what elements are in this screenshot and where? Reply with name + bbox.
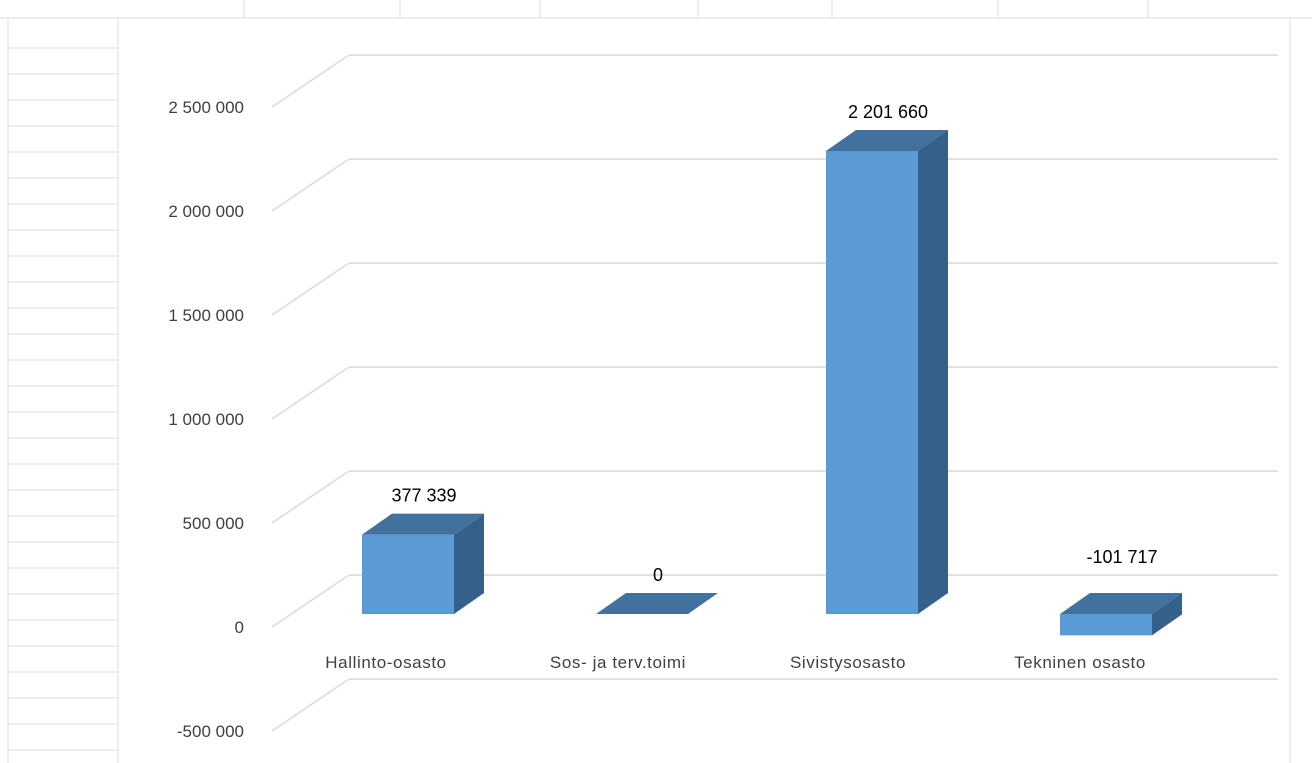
bar-top <box>826 130 948 151</box>
bars <box>362 130 1182 636</box>
data-label: 2 201 660 <box>848 102 928 122</box>
category-label: Sivistysosasto <box>790 653 906 672</box>
y-tick-label: 2 500 000 <box>168 98 244 117</box>
y-tick-label: 2 000 000 <box>168 202 244 221</box>
category-label: Hallinto-osasto <box>325 653 446 672</box>
bar-side <box>918 130 948 614</box>
data-labels: 377 339 0 2 201 660 -101 717 <box>391 102 1157 585</box>
y-tick-label: 1 500 000 <box>168 306 244 325</box>
gridline-diagonal <box>271 262 350 316</box>
bar-top <box>1060 593 1182 614</box>
bar-top <box>362 513 484 535</box>
bar-front <box>826 151 918 614</box>
gridline-diagonal <box>271 678 350 732</box>
gridline-diagonal <box>271 366 350 420</box>
category-label: Tekninen osasto <box>1014 653 1146 672</box>
y-tick-label: -500 000 <box>177 722 244 741</box>
data-label: -101 717 <box>1086 547 1157 567</box>
bar-front <box>1060 614 1152 636</box>
y-tick-label: 500 000 <box>183 514 244 533</box>
chart-gridlines <box>271 54 1278 732</box>
bar-side <box>454 513 484 614</box>
gridline-diagonal <box>271 574 350 628</box>
y-tick-label: 1 000 000 <box>168 410 244 429</box>
category-label: Sos- ja terv.toimi <box>550 653 686 672</box>
y-tick-label: 0 <box>235 618 244 637</box>
bar-front <box>362 534 454 614</box>
gridline-diagonal <box>271 470 350 524</box>
data-label: 377 339 <box>391 486 456 506</box>
gridline-diagonal <box>271 158 350 212</box>
x-axis: Hallinto-osasto Sos- ja terv.toimi Sivisty… <box>325 653 1146 672</box>
y-axis: -500 000 0 500 000 1 000 000 1 500 000 2 000 … <box>168 98 244 741</box>
gridline-diagonal <box>271 54 350 108</box>
bar-top <box>596 593 718 614</box>
data-label: 0 <box>653 565 663 585</box>
bar-side <box>1152 593 1182 636</box>
